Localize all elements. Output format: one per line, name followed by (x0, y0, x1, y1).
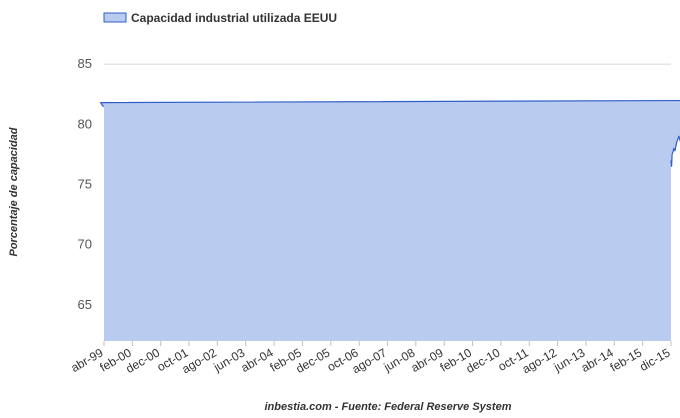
series-area (100, 99, 680, 341)
y-axis: 65 70 75 80 85 (78, 56, 92, 312)
legend: Capacidad industrial utilizada EEUU (103, 11, 337, 25)
source-note: inbestia.com - Fuente: Federal Reserve S… (265, 401, 512, 413)
series-area-fill (100, 100, 680, 341)
y-axis-label: Porcentaje de capacidad (8, 127, 20, 256)
y-tick-label: 80 (78, 116, 92, 131)
x-axis: abr-99feb-00dec-00oct-01ago-02jun-03abr-… (68, 341, 673, 376)
legend-label: Capacidad industrial utilizada EEUU (131, 11, 337, 25)
y-tick-label: 85 (78, 56, 92, 71)
y-tick-label: 65 (78, 297, 92, 312)
legend-swatch (103, 12, 127, 23)
y-tick-label: 70 (78, 237, 92, 252)
y-tick-label: 75 (78, 176, 92, 191)
x-tick-label: dic-15 (637, 345, 673, 374)
